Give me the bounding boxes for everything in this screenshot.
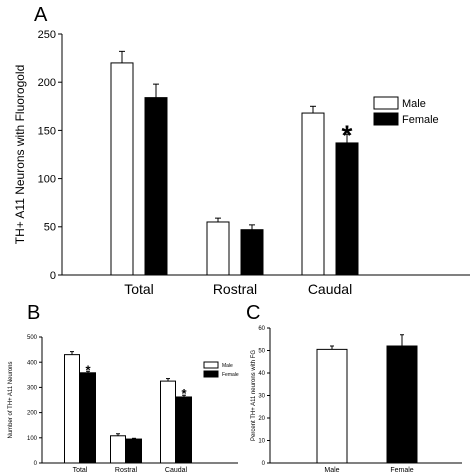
panel-c-bar-female (386, 345, 418, 464)
panel-c-bar-male (316, 348, 348, 464)
panel-c-category-label: Male (324, 467, 339, 474)
panel-b-y-tick-label: 300 (27, 386, 38, 392)
panel-c-y-tick-label: 60 (258, 326, 265, 332)
panel-a-category-label: Caudal (308, 281, 352, 297)
panel-a-bar-total-male (110, 62, 134, 276)
panel-a-legend-swatch-male (373, 96, 399, 110)
panel-c-y-tick-label: 20 (258, 416, 265, 422)
panel-c-chart: 0 10 20 30 40 50 60 Percent TH+ A11 neurons wit… (251, 326, 462, 474)
panel-b-significance-star: * (181, 386, 187, 401)
panel-a-bar-rostral-female (240, 229, 264, 276)
panel-c-y-tick-label: 0 (262, 461, 266, 467)
panel-b-y-tick-label: 0 (34, 461, 38, 467)
panel-a-legend-swatch-female (373, 112, 399, 126)
panel-b-bar-caudal-male (160, 380, 176, 464)
panel-b-bar-caudal-female (176, 396, 192, 464)
panel-a-legend-label-female: Female (402, 114, 439, 126)
panel-a-bar-caudal-female (335, 142, 359, 276)
panel-c-category-label: Female (390, 467, 413, 474)
panel-c-y-tick-label: 30 (258, 394, 265, 400)
panel-a-y-axis-label: TH+ A11 Neurons with Fluorogold (13, 65, 27, 245)
panel-c-y-axis-label: Percent TH+ A11 neurons with FG (251, 350, 257, 441)
panel-a-legend-label-male: Male (402, 98, 426, 110)
panel-a-bar-total-female (144, 97, 168, 276)
panel-a-y-tick-label: 100 (38, 173, 56, 185)
panel-a-significance-star: * (342, 119, 353, 150)
panel-c-y-tick-label: 10 (258, 439, 265, 445)
panel-c-y-tick-label: 50 (258, 349, 265, 355)
panel-b-y-tick-label: 500 (27, 335, 38, 341)
panel-label-b: B (27, 302, 40, 324)
panel-a-category-label: Rostral (213, 281, 257, 297)
panel-a-y-tick-label: 0 (50, 270, 56, 282)
panel-b-bar-total-female (80, 372, 96, 464)
panel-a-bar-rostral-male (206, 221, 230, 276)
panel-a-y-tick-label: 50 (44, 222, 56, 234)
panel-b-legend-swatch-female (203, 370, 219, 378)
panel-a-y-tick-label: 150 (38, 125, 56, 137)
panel-b-y-tick-label: 400 (27, 360, 38, 366)
panel-c-y-tick-label: 40 (258, 371, 265, 377)
panel-b-legend-swatch-male (203, 361, 219, 369)
panel-b-chart: 0 100 200 300 400 500 Number of TH+ A11 Neuron… (8, 335, 239, 474)
panel-a-y-tick-label: 250 (38, 29, 56, 41)
panel-label-a: A (34, 4, 48, 26)
panel-label-c: C (246, 302, 260, 324)
panel-b-bar-rostral-female (126, 438, 142, 464)
panel-b-legend-label-male: Male (222, 363, 233, 369)
panel-b-significance-star: * (85, 362, 91, 377)
panel-b-bar-total-male (64, 354, 80, 464)
panel-b-y-tick-label: 200 (27, 411, 38, 417)
panel-b-category-label: Total (73, 467, 88, 474)
panel-b-y-tick-label: 100 (27, 436, 38, 442)
panel-b-bar-rostral-male (110, 435, 126, 464)
panel-a-category-label: Total (124, 281, 154, 297)
panel-b-category-label: Rostral (115, 467, 138, 474)
panel-a-chart: 0 50 100 150 200 250 TH+ A11 Neurons with Fluo… (13, 29, 470, 297)
panel-a-y-tick-label: 200 (38, 77, 56, 89)
panel-b-category-label: Caudal (165, 467, 188, 474)
panel-a-bar-caudal-male (301, 112, 325, 276)
panel-b-legend-label-female: Female (222, 372, 239, 378)
panel-b-y-axis-label: Number of TH+ A11 Neurons (8, 362, 14, 439)
